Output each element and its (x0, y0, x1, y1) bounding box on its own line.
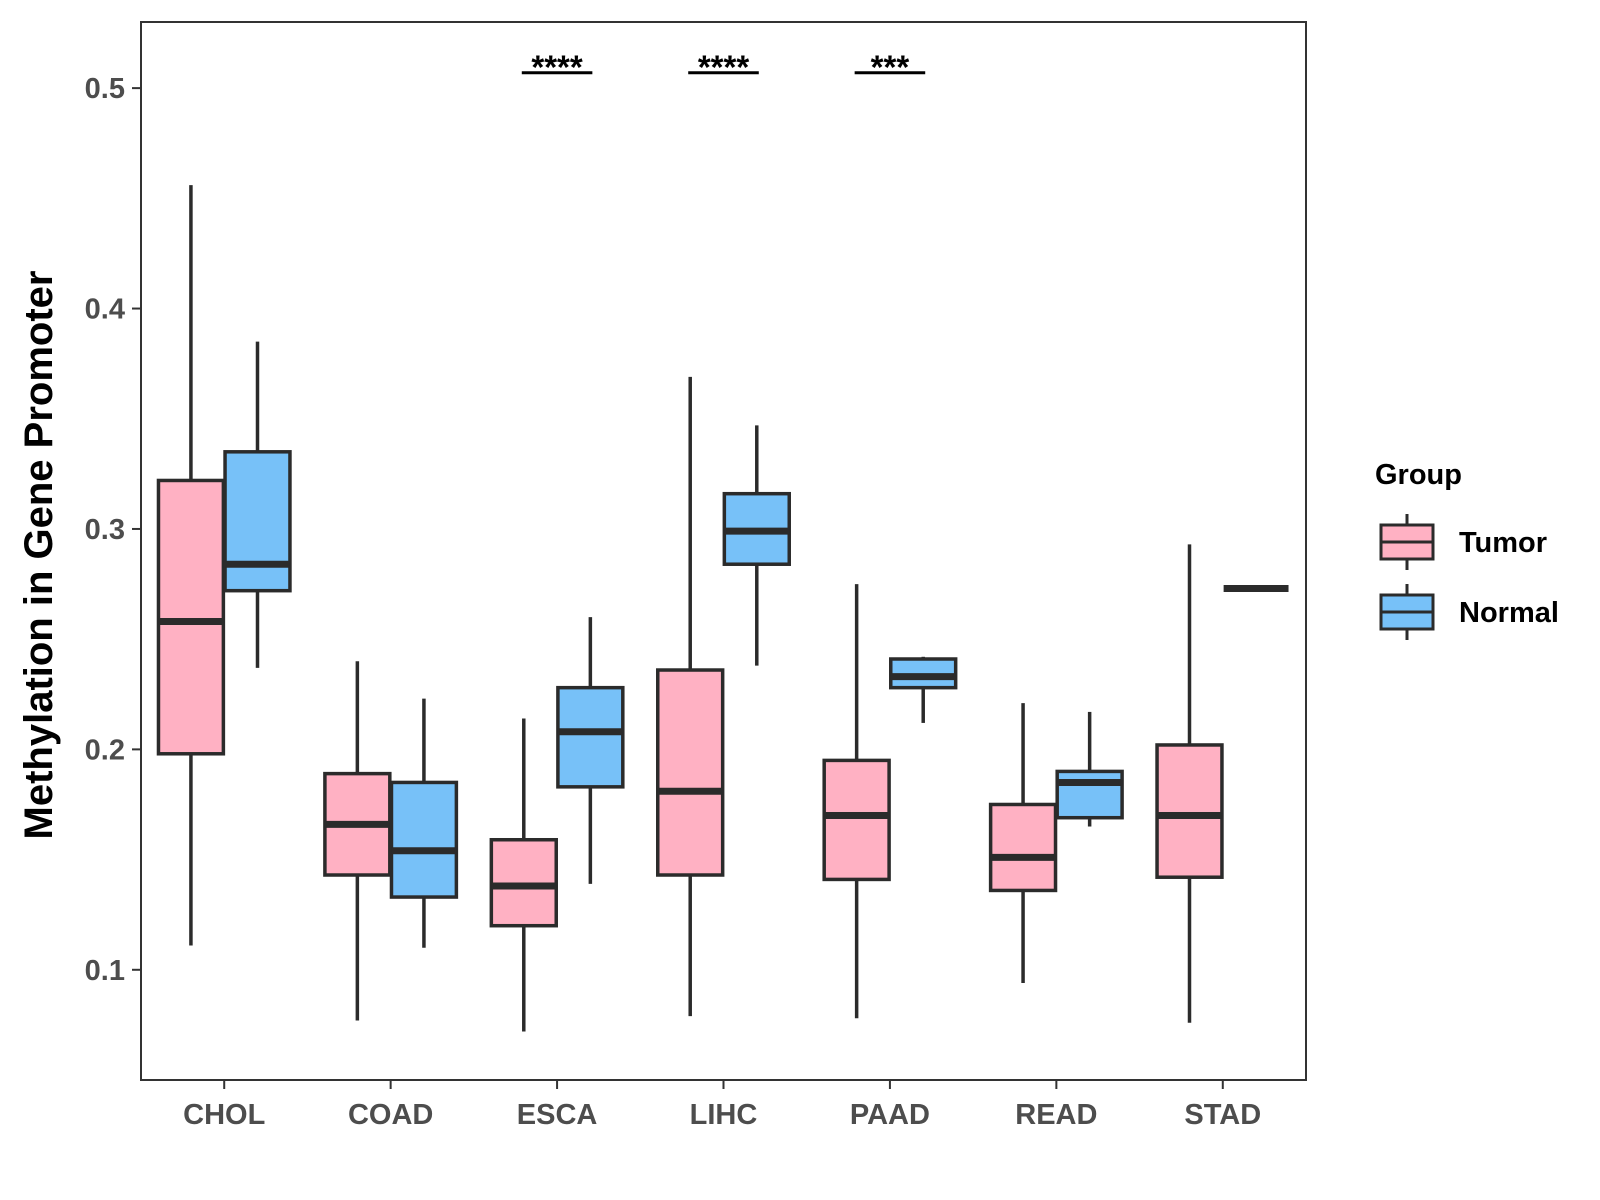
box-body (988, 802, 1058, 893)
box-body (389, 780, 459, 899)
y-tick-label: 0.4 (85, 294, 125, 326)
box-tumor-esca (489, 718, 558, 1032)
box-body (223, 450, 292, 593)
y-tick-label: 0.3 (85, 514, 125, 546)
legend-label: Normal (1459, 597, 1559, 629)
box-normal-paad (889, 656, 958, 723)
x-tick-label: LIHC (690, 1099, 758, 1131)
legend: Group Tumor Normal (1375, 459, 1559, 640)
box-normal-read (1055, 711, 1124, 827)
y-tick-label: 0.5 (85, 73, 125, 105)
box-body (656, 668, 725, 877)
box-tumor-chol (156, 185, 226, 946)
y-axis-title: Methylation in Gene Promoter (17, 271, 61, 840)
box-tumor-paad (822, 584, 891, 1019)
x-tick-label: COAD (348, 1099, 433, 1131)
significance-lihc: **** (688, 49, 759, 86)
box-tumor-lihc (656, 376, 725, 1017)
significance-label: **** (531, 49, 583, 86)
box-body (156, 478, 226, 756)
box-tumor-stad (1155, 544, 1224, 1023)
plot-area: **** **** *** (156, 49, 1289, 1032)
x-tick-label: CHOL (183, 1099, 265, 1131)
legend-entry-tumor: Tumor (1379, 514, 1547, 570)
x-tick-label: STAD (1184, 1099, 1261, 1131)
axes: 0.1 0.2 0.3 0.4 0.5 CHOL COAD ESCA LIHC PAAD READ S… (85, 21, 1307, 1131)
box-body (1155, 743, 1224, 879)
significance-label: *** (871, 49, 910, 86)
box-normal-coad (389, 698, 459, 948)
box-normal-lihc (722, 425, 791, 666)
y-tick-label: 0.2 (85, 734, 125, 766)
box-body (822, 758, 891, 882)
box-body (1055, 769, 1124, 820)
x-tick-label: ESCA (517, 1099, 598, 1131)
legend-label: Tumor (1459, 527, 1547, 559)
box-body (556, 685, 625, 789)
significance-paad: *** (854, 49, 926, 86)
legend-entry-normal: Normal (1379, 584, 1559, 640)
significance-esca: **** (521, 49, 593, 86)
box-normal-chol (223, 341, 292, 668)
legend-entries: Tumor Normal (1379, 514, 1559, 640)
box-normal-esca (556, 617, 625, 884)
x-tick-label: PAAD (850, 1099, 930, 1131)
x-tick-label: READ (1015, 1099, 1097, 1131)
legend-title: Group (1375, 459, 1462, 491)
significance-label: **** (698, 49, 750, 86)
y-tick-label: 0.1 (85, 955, 125, 987)
box-tumor-read (988, 703, 1058, 984)
